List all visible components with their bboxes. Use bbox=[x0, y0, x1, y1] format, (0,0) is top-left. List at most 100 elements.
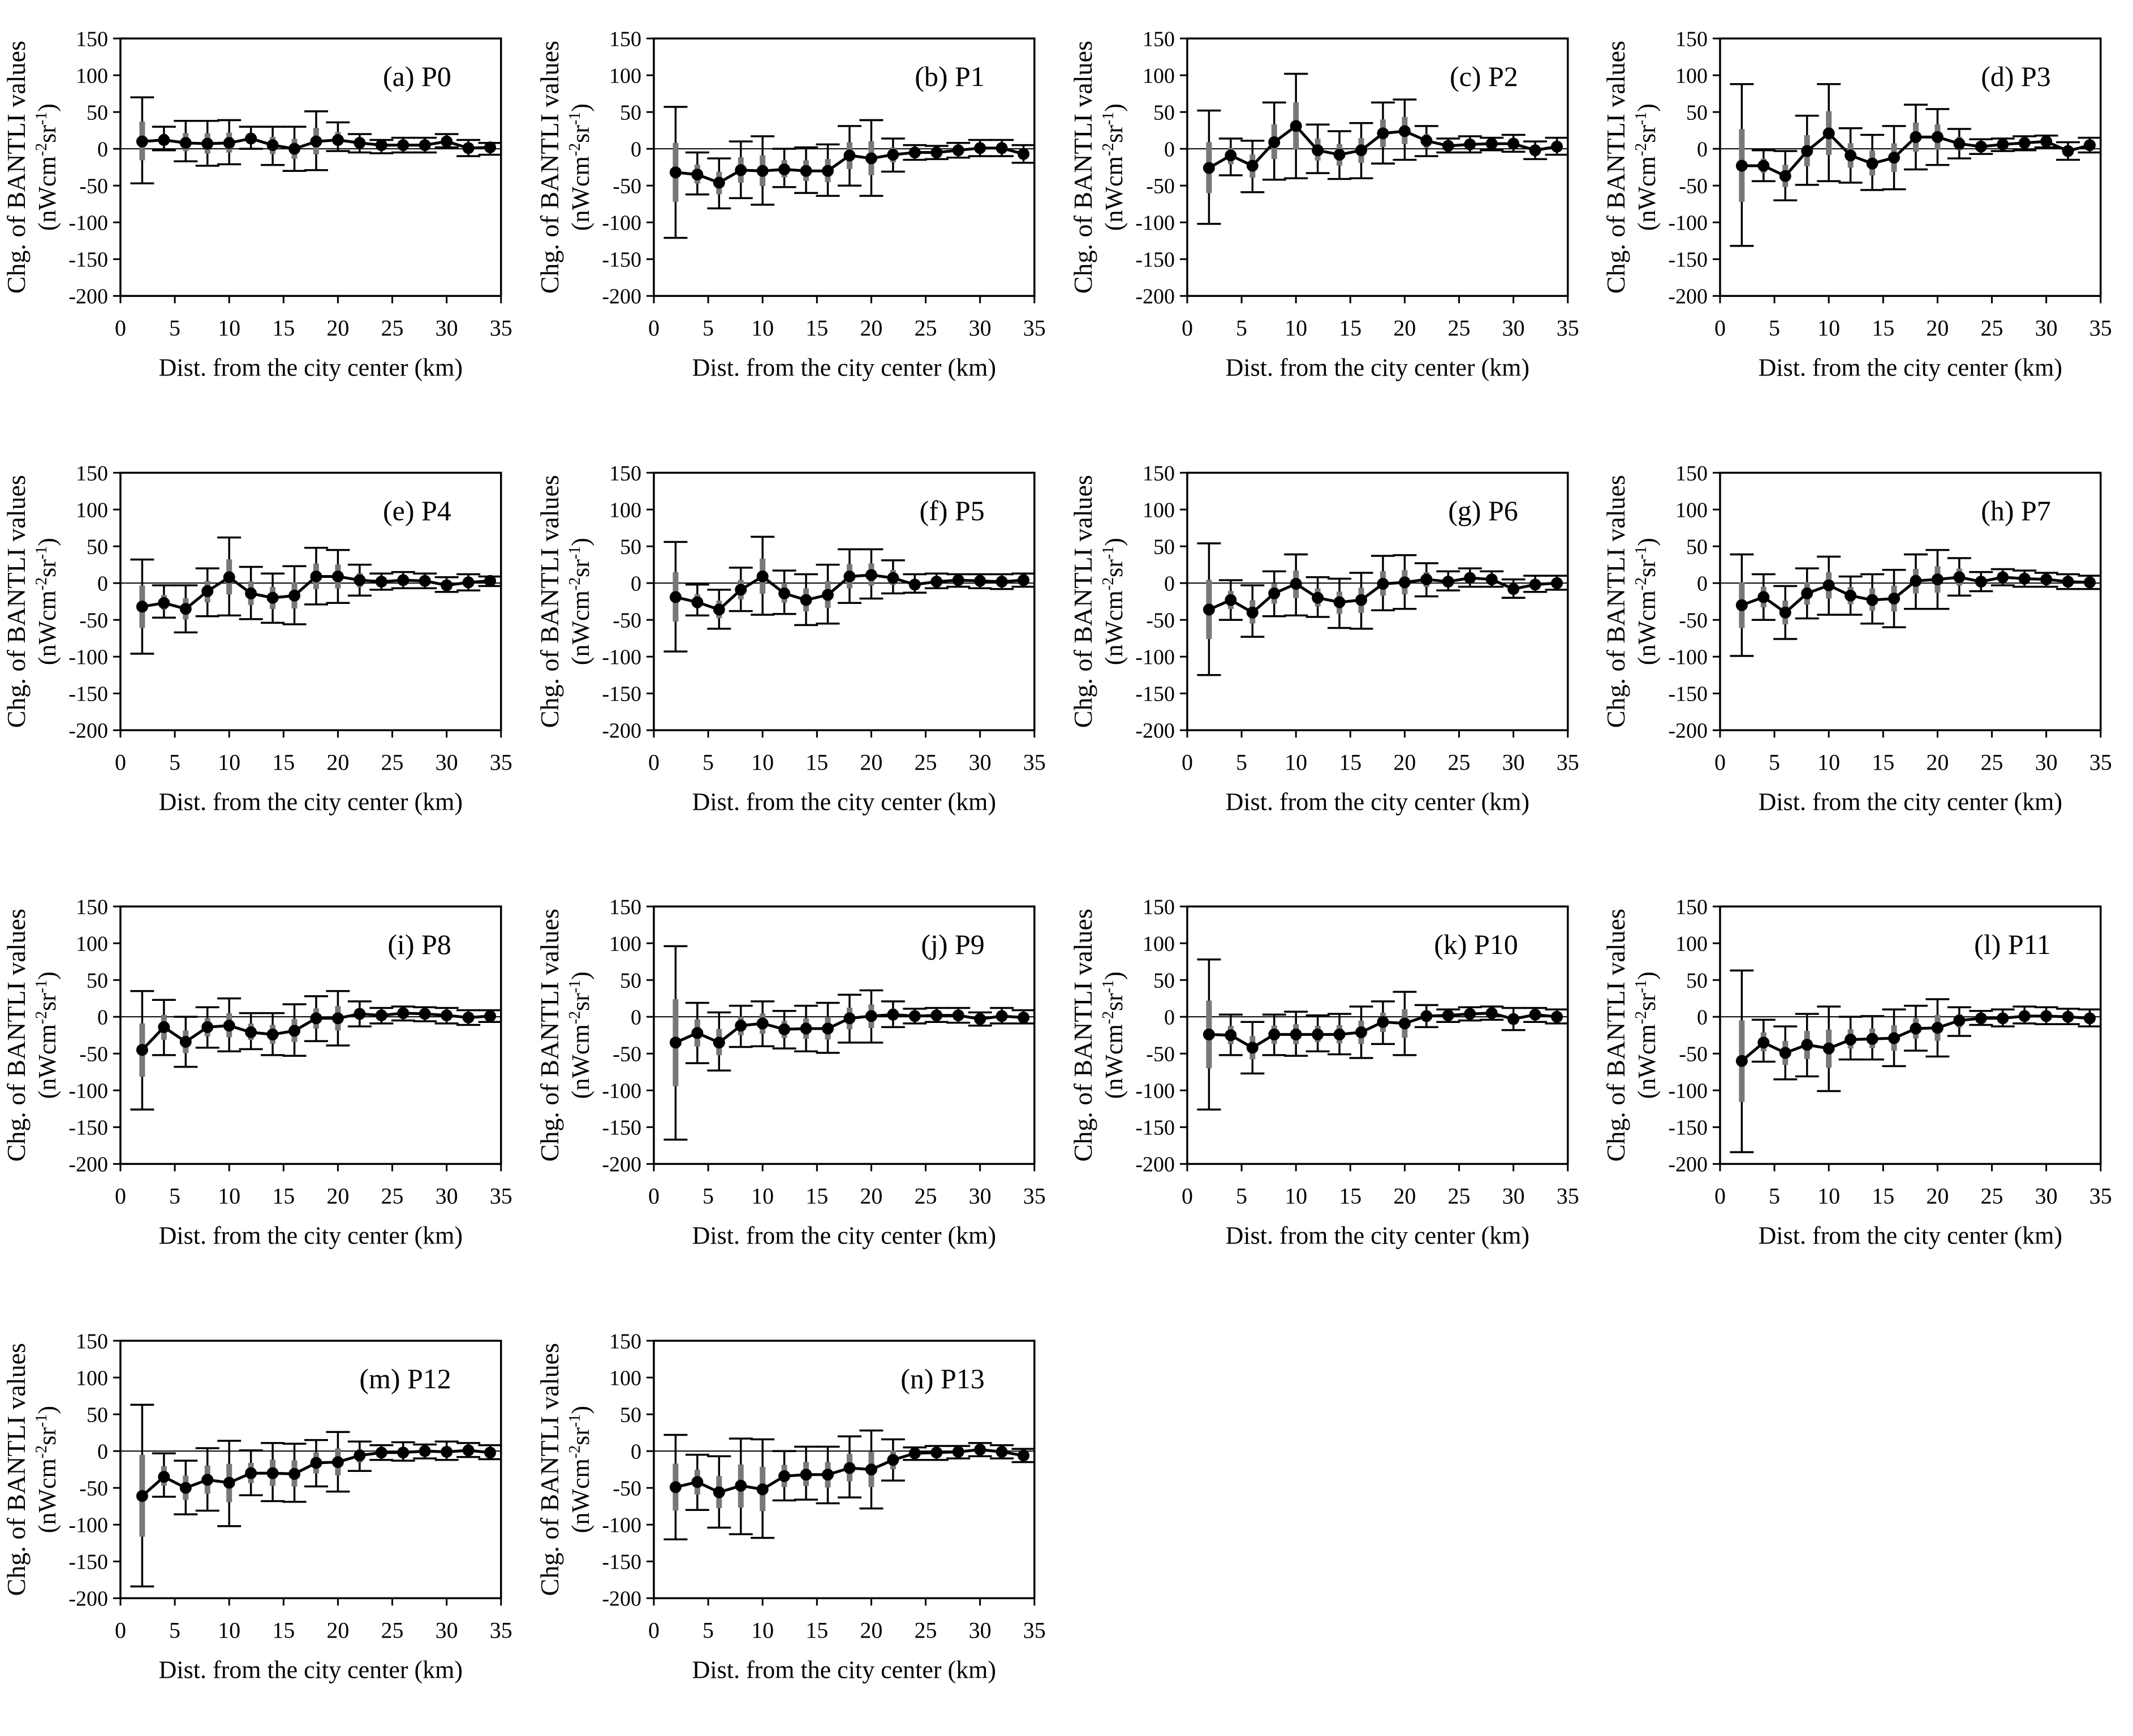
error-bars-outer bbox=[130, 536, 502, 655]
data-point bbox=[354, 573, 366, 586]
unit-text: (nWcm bbox=[1633, 156, 1661, 231]
unit-superscript: -2 bbox=[1099, 1011, 1117, 1024]
panel-label: (l) P11 bbox=[1974, 929, 2051, 960]
data-point bbox=[843, 1012, 856, 1025]
y-tick-label: -50 bbox=[1679, 1043, 1708, 1066]
x-tick-label: 5 bbox=[169, 1183, 180, 1208]
data-point bbox=[223, 571, 235, 583]
y-tick-label: -150 bbox=[1669, 248, 1708, 272]
y-axis-title-units: (nWcm-2sr-1) bbox=[33, 538, 61, 665]
data-points bbox=[1736, 571, 2096, 619]
y-axis: 150 100 50 0 -50 -100 -150 -200 bbox=[1135, 895, 1187, 1177]
data-point bbox=[462, 576, 475, 588]
unit-text: (nWcm bbox=[1633, 590, 1661, 665]
unit-text: sr bbox=[1633, 993, 1661, 1011]
y-tick-label: -50 bbox=[79, 1476, 108, 1500]
data-point bbox=[375, 1446, 387, 1458]
data-point bbox=[1290, 577, 1302, 590]
x-tick-label: 25 bbox=[914, 749, 937, 775]
data-point bbox=[1845, 1033, 1857, 1046]
y-tick-label: 50 bbox=[1686, 969, 1708, 992]
plot-frame bbox=[119, 37, 502, 297]
x-axis: 0 5 10 15 20 25 30 35 bbox=[648, 1164, 1046, 1208]
x-tick-label: 0 bbox=[115, 1617, 126, 1643]
y-axis: 150 100 50 0 -50 -100 -150 -200 bbox=[602, 1329, 654, 1610]
y-tick-label: 150 bbox=[76, 1329, 108, 1353]
x-tick-label: 35 bbox=[490, 1183, 512, 1208]
plot-frame bbox=[652, 1339, 1036, 1599]
x-axis-title: Dist. from the city center (km) bbox=[1225, 1221, 1529, 1249]
data-point bbox=[1953, 137, 1966, 150]
x-tick-label: 5 bbox=[703, 315, 714, 340]
x-tick-label: 35 bbox=[1023, 1183, 1046, 1208]
data-point bbox=[441, 1445, 453, 1458]
data-point bbox=[734, 583, 747, 595]
y-axis-title-line1: Chg. of BANTLI values bbox=[1601, 475, 1630, 728]
unit-text: sr bbox=[1100, 993, 1127, 1011]
data-point bbox=[1910, 131, 1922, 143]
data-point bbox=[288, 142, 301, 155]
data-point bbox=[1975, 1012, 1988, 1025]
data-point bbox=[1398, 576, 1411, 588]
y-axis-title-units: (nWcm-2sr-1) bbox=[1099, 538, 1127, 665]
y-tick-label: -50 bbox=[79, 608, 108, 632]
unit-text: sr bbox=[33, 993, 61, 1011]
data-point bbox=[288, 1025, 301, 1037]
y-tick-label: -50 bbox=[79, 175, 108, 198]
data-points bbox=[1203, 572, 1563, 619]
data-point bbox=[669, 590, 682, 603]
x-tick-label: 0 bbox=[648, 315, 660, 340]
data-point bbox=[1529, 578, 1541, 590]
unit-superscript: -2 bbox=[566, 1445, 584, 1458]
data-point bbox=[397, 139, 410, 152]
x-tick-label: 10 bbox=[751, 1617, 774, 1643]
data-points bbox=[136, 1007, 497, 1056]
data-point bbox=[973, 142, 986, 154]
x-tick-label: 25 bbox=[914, 1617, 937, 1643]
y-axis-title-units: (nWcm-2sr-1) bbox=[566, 103, 594, 231]
x-tick-label: 20 bbox=[1927, 315, 1949, 340]
data-point bbox=[223, 137, 235, 149]
data-point bbox=[1550, 577, 1563, 589]
data-point bbox=[331, 1456, 344, 1468]
data-point bbox=[1550, 140, 1563, 153]
data-point bbox=[331, 1012, 344, 1025]
data-point bbox=[1333, 595, 1346, 608]
data-point bbox=[179, 602, 192, 615]
panel-label: (h) P7 bbox=[1981, 495, 2051, 526]
x-axis: 0 5 10 15 20 25 30 35 bbox=[1714, 1164, 2112, 1208]
y-tick-label: 100 bbox=[76, 1366, 108, 1390]
data-point bbox=[996, 1010, 1008, 1022]
data-point bbox=[1932, 573, 1944, 585]
panel-label: (e) P4 bbox=[383, 495, 451, 526]
unit-superscript: -2 bbox=[566, 1011, 584, 1024]
data-point bbox=[266, 1467, 279, 1479]
data-point bbox=[1290, 1028, 1302, 1040]
y-tick-label: 100 bbox=[1142, 932, 1174, 956]
x-tick-label: 35 bbox=[2089, 1183, 2112, 1208]
y-tick-label: 150 bbox=[76, 27, 108, 51]
chart-cell-f-P5: 150 100 50 0 -50 -100 -150 -200 0 5 10 15 20 25 30 35 Di… bbox=[533, 434, 1067, 869]
y-tick-label: 50 bbox=[87, 101, 108, 124]
data-point bbox=[462, 1444, 475, 1456]
unit-text: ) bbox=[1100, 103, 1127, 112]
y-tick-label: 50 bbox=[87, 1403, 108, 1427]
y-axis-title-line1: Chg. of BANTLI values bbox=[1601, 909, 1630, 1161]
panel-label: (i) P8 bbox=[387, 929, 451, 960]
data-point bbox=[1203, 603, 1215, 616]
x-axis-title: Dist. from the city center (km) bbox=[1759, 1221, 2062, 1249]
unit-text: ) bbox=[33, 103, 61, 112]
y-tick-label: -100 bbox=[602, 211, 641, 235]
x-tick-label: 15 bbox=[805, 1617, 828, 1643]
y-tick-label: -150 bbox=[1669, 1116, 1708, 1140]
data-point bbox=[1822, 127, 1835, 140]
data-point bbox=[375, 1009, 387, 1022]
data-point bbox=[419, 139, 431, 152]
x-axis-title: Dist. from the city center (km) bbox=[692, 788, 996, 815]
data-point bbox=[2084, 139, 2096, 152]
y-tick-label: -200 bbox=[602, 285, 641, 309]
unit-superscript: -1 bbox=[566, 1414, 584, 1427]
panel-a-P0: 150 100 50 0 -50 -100 -150 -200 0 5 10 15 20 25 30 35 Di… bbox=[2, 27, 512, 381]
data-point bbox=[1888, 152, 1901, 164]
unit-superscript: -1 bbox=[1632, 112, 1650, 125]
